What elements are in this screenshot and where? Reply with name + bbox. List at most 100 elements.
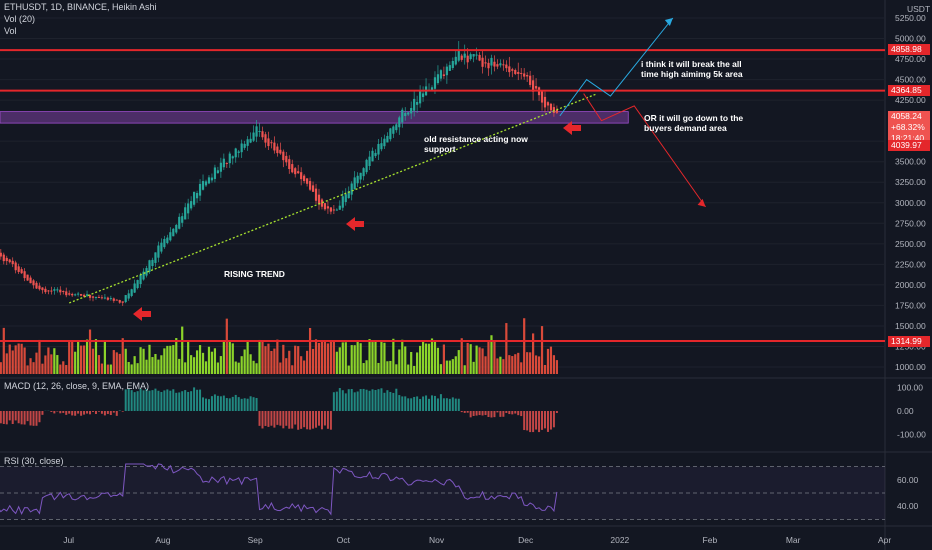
volume-bar: [184, 362, 187, 374]
candle-body: [549, 103, 553, 111]
volume-bar: [29, 358, 32, 374]
macd-bar: [5, 411, 8, 425]
candle-body: [88, 294, 92, 298]
candle-body: [231, 156, 234, 159]
candle-body: [249, 138, 252, 143]
volume-bar: [207, 346, 211, 374]
candle-body: [475, 54, 478, 56]
macd-bar: [273, 411, 276, 428]
volume-bar: [433, 340, 437, 374]
macd-bar: [181, 391, 184, 411]
time-tick-label: Dec: [518, 535, 534, 545]
macd-bar: [472, 411, 475, 416]
candle-body: [121, 301, 124, 303]
volume-bar: [303, 360, 306, 374]
macd-bar: [529, 411, 532, 433]
candle-body: [91, 296, 95, 298]
candle-body: [478, 54, 481, 61]
volume-bar: [549, 346, 553, 374]
volume-bar: [23, 347, 26, 374]
macd-bar: [475, 411, 478, 416]
macd-bar: [35, 411, 38, 426]
macd-bar: [279, 411, 282, 426]
candle-body: [8, 259, 11, 263]
volume-bar: [172, 345, 175, 374]
macd-bar: [210, 396, 213, 411]
volume-bar: [463, 365, 466, 374]
macd-bar: [433, 395, 436, 411]
macd-bar: [145, 389, 148, 411]
volume-bar: [204, 361, 208, 374]
macd-bar: [14, 411, 17, 421]
macd-bar: [323, 411, 326, 426]
macd-bar: [457, 398, 460, 411]
candle-body: [65, 291, 68, 296]
red-arrow-icon: [133, 307, 151, 321]
time-tick-label: Feb: [703, 535, 718, 545]
volume-bar: [249, 354, 252, 374]
candle-body: [493, 61, 496, 67]
volume-bar: [311, 348, 315, 374]
candle-body: [118, 300, 121, 303]
price-tick-label: 4750.00: [895, 54, 926, 64]
volume-bar: [219, 356, 222, 374]
candle-body: [421, 93, 425, 98]
volume-bar: [326, 343, 330, 374]
volume-bar: [2, 327, 5, 374]
macd-bar: [312, 411, 315, 429]
candle-body: [311, 185, 315, 192]
candle-body: [130, 289, 133, 296]
time-axis[interactable]: Jul Aug Sep Oct Nov Dec 2022 Feb Mar Apr: [63, 535, 891, 545]
candle-body: [32, 280, 35, 286]
candle-body: [0, 252, 2, 257]
price-tick-label: 1000.00: [895, 362, 926, 372]
macd-bar: [17, 411, 20, 424]
candle-body: [362, 168, 365, 177]
macd-bar: [264, 411, 267, 426]
candle-body: [139, 274, 142, 285]
candle-body: [112, 298, 115, 301]
macd-bar: [487, 411, 490, 418]
macd-bar: [442, 398, 445, 411]
macd-tick-label: -100.00: [897, 430, 926, 440]
volume-bar: [133, 356, 136, 374]
candle-body: [344, 194, 347, 202]
macd-bar: [190, 391, 193, 411]
macd-bar: [359, 389, 362, 411]
candle-body: [377, 143, 380, 155]
macd-bar: [514, 411, 517, 414]
volume-bar: [91, 348, 95, 374]
volume-bar: [163, 348, 166, 374]
time-tick-label: Apr: [878, 535, 891, 545]
macd-bar: [222, 395, 225, 411]
macd-bar: [127, 388, 130, 411]
price-tick-label: 3000.00: [895, 198, 926, 208]
macd-bar: [255, 397, 258, 411]
macd-bar: [309, 411, 312, 430]
macd-bar: [160, 391, 163, 411]
candle-body: [181, 216, 184, 223]
volume-bar: [392, 338, 395, 374]
candle-body: [308, 181, 312, 190]
candle-body: [448, 65, 451, 71]
macd-bar: [428, 398, 431, 411]
macd-bar: [0, 411, 2, 424]
candle-body: [62, 291, 65, 293]
volume-bar: [50, 354, 53, 374]
candle-body: [38, 285, 41, 290]
volume-bar: [297, 346, 300, 374]
volume-bar: [419, 345, 422, 374]
red-arrow-icon: [563, 121, 581, 135]
volume-bar: [383, 342, 386, 374]
volume-bar: [285, 358, 288, 374]
candle-body: [317, 194, 321, 205]
candle-body: [419, 90, 422, 104]
volume-bar: [395, 364, 398, 374]
volume-bar: [97, 355, 101, 374]
candle-body: [534, 86, 538, 89]
macd-bar: [377, 389, 380, 411]
candle-body: [466, 55, 469, 63]
macd-bar: [404, 396, 407, 411]
candle-body: [433, 77, 437, 89]
